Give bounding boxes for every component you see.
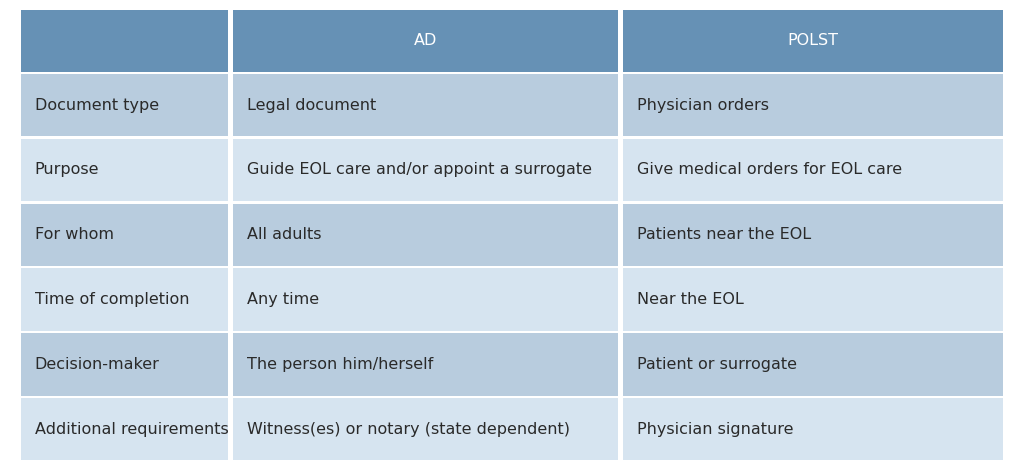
Bar [20, 398, 228, 461]
Bar [624, 333, 1004, 396]
Text: Time of completion: Time of completion [35, 292, 189, 307]
Text: Legal document: Legal document [247, 98, 376, 113]
Bar [624, 268, 1004, 331]
Text: Patients near the EOL: Patients near the EOL [637, 227, 811, 242]
Bar [20, 268, 228, 331]
Text: AD: AD [414, 33, 437, 48]
Text: Any time: Any time [247, 292, 319, 307]
Bar [233, 139, 618, 201]
Bar [233, 204, 618, 266]
Bar [624, 398, 1004, 461]
Bar [20, 139, 228, 201]
Bar [20, 74, 228, 136]
Bar [624, 74, 1004, 136]
Bar [233, 333, 618, 396]
Text: Near the EOL: Near the EOL [637, 292, 743, 307]
Bar [624, 139, 1004, 201]
Bar [624, 9, 1004, 71]
Bar [20, 333, 228, 396]
Text: Purpose: Purpose [35, 163, 99, 178]
Text: Additional requirements: Additional requirements [35, 422, 228, 437]
Text: POLST: POLST [787, 33, 839, 48]
Bar [233, 398, 618, 461]
Bar [624, 204, 1004, 266]
Bar [233, 74, 618, 136]
Text: All adults: All adults [247, 227, 322, 242]
Bar [20, 204, 228, 266]
Text: Guide EOL care and/or appoint a surrogate: Guide EOL care and/or appoint a surrogat… [247, 163, 592, 178]
Text: Witness(es) or notary (state dependent): Witness(es) or notary (state dependent) [247, 422, 570, 437]
Bar [20, 9, 228, 71]
Bar [233, 9, 618, 71]
Text: Decision-maker: Decision-maker [35, 357, 160, 372]
Text: Physician orders: Physician orders [637, 98, 769, 113]
Text: Patient or surrogate: Patient or surrogate [637, 357, 797, 372]
Bar [233, 268, 618, 331]
Text: For whom: For whom [35, 227, 114, 242]
Text: Document type: Document type [35, 98, 159, 113]
Text: Physician signature: Physician signature [637, 422, 794, 437]
Text: The person him/herself: The person him/herself [247, 357, 433, 372]
Text: Give medical orders for EOL care: Give medical orders for EOL care [637, 163, 902, 178]
